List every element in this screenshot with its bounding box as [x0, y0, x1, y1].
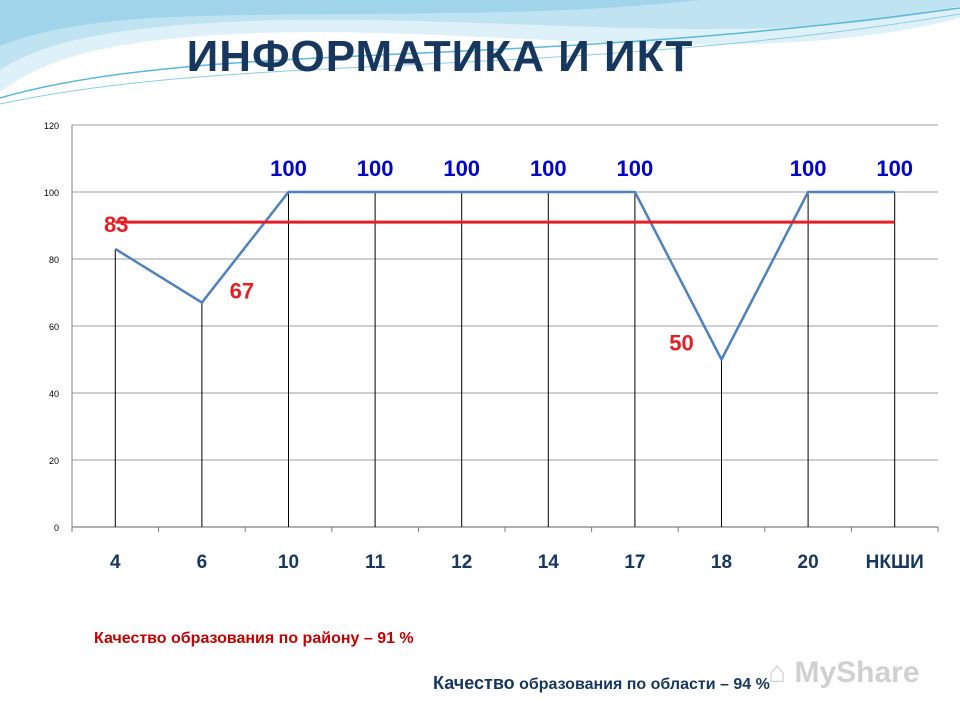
- y-tick-label: 120: [44, 121, 59, 131]
- x-tick-label: 6: [197, 552, 208, 573]
- y-tick-label: 20: [49, 456, 59, 466]
- x-axis-tick-labels: 4 6 10 11 12 14 17 18 20 НКШИ: [110, 552, 924, 573]
- drop-lines: [114, 192, 896, 527]
- y-tick-label: 100: [44, 188, 59, 198]
- y-tick-label: 0: [54, 523, 59, 533]
- y-axis-tick-labels: 0 20 40 60 80 100 120: [44, 121, 59, 533]
- x-tick-label: 18: [711, 552, 732, 573]
- data-label: 67: [230, 279, 254, 304]
- watermark-logo: ⌂ MyShare: [768, 656, 920, 689]
- data-label: 50: [669, 331, 693, 356]
- data-label: 83: [104, 212, 128, 237]
- data-label: 100: [617, 156, 654, 181]
- data-label: 100: [357, 156, 394, 181]
- x-tick-label: НКШИ: [866, 552, 924, 573]
- region-quality-caption: Качество образования по области – 94 %: [433, 673, 770, 694]
- data-label: 100: [443, 156, 480, 181]
- region-caption-prefix: Качество: [433, 673, 515, 693]
- y-tick-label: 40: [49, 389, 59, 399]
- x-tick-label: 4: [110, 552, 121, 573]
- y-tick-label: 60: [49, 322, 59, 332]
- data-labels: 83 67 100 100 100 100 100 50 100 100: [104, 156, 913, 356]
- district-quality-caption: Качество образования по району – 91 %: [94, 630, 414, 647]
- data-label: 100: [270, 156, 307, 181]
- y-tick-label: 80: [49, 255, 59, 265]
- page-title: ИНФОРМАТИКА И ИКТ: [186, 32, 694, 81]
- x-tick-label: 14: [538, 552, 560, 573]
- line-chart: 0 20 40 60 80 100 120 4 6 10 11 12 14 17 18 20 НКШИ 83 6…: [44, 121, 939, 573]
- gridlines: [71, 124, 939, 532]
- series-line: [114, 190, 895, 361]
- x-tick-label: 12: [451, 552, 472, 573]
- x-tick-label: 17: [624, 552, 645, 573]
- data-label: 100: [530, 156, 567, 181]
- x-tick-label: 20: [798, 552, 819, 573]
- data-label: 100: [876, 156, 913, 181]
- region-caption-rest: образования по области – 94 %: [514, 676, 770, 693]
- x-tick-label: 11: [365, 552, 386, 573]
- decorative-wave-header: [0, 0, 960, 105]
- data-label: 100: [790, 156, 827, 181]
- data-series: [114, 190, 895, 361]
- x-tick-label: 10: [278, 552, 299, 573]
